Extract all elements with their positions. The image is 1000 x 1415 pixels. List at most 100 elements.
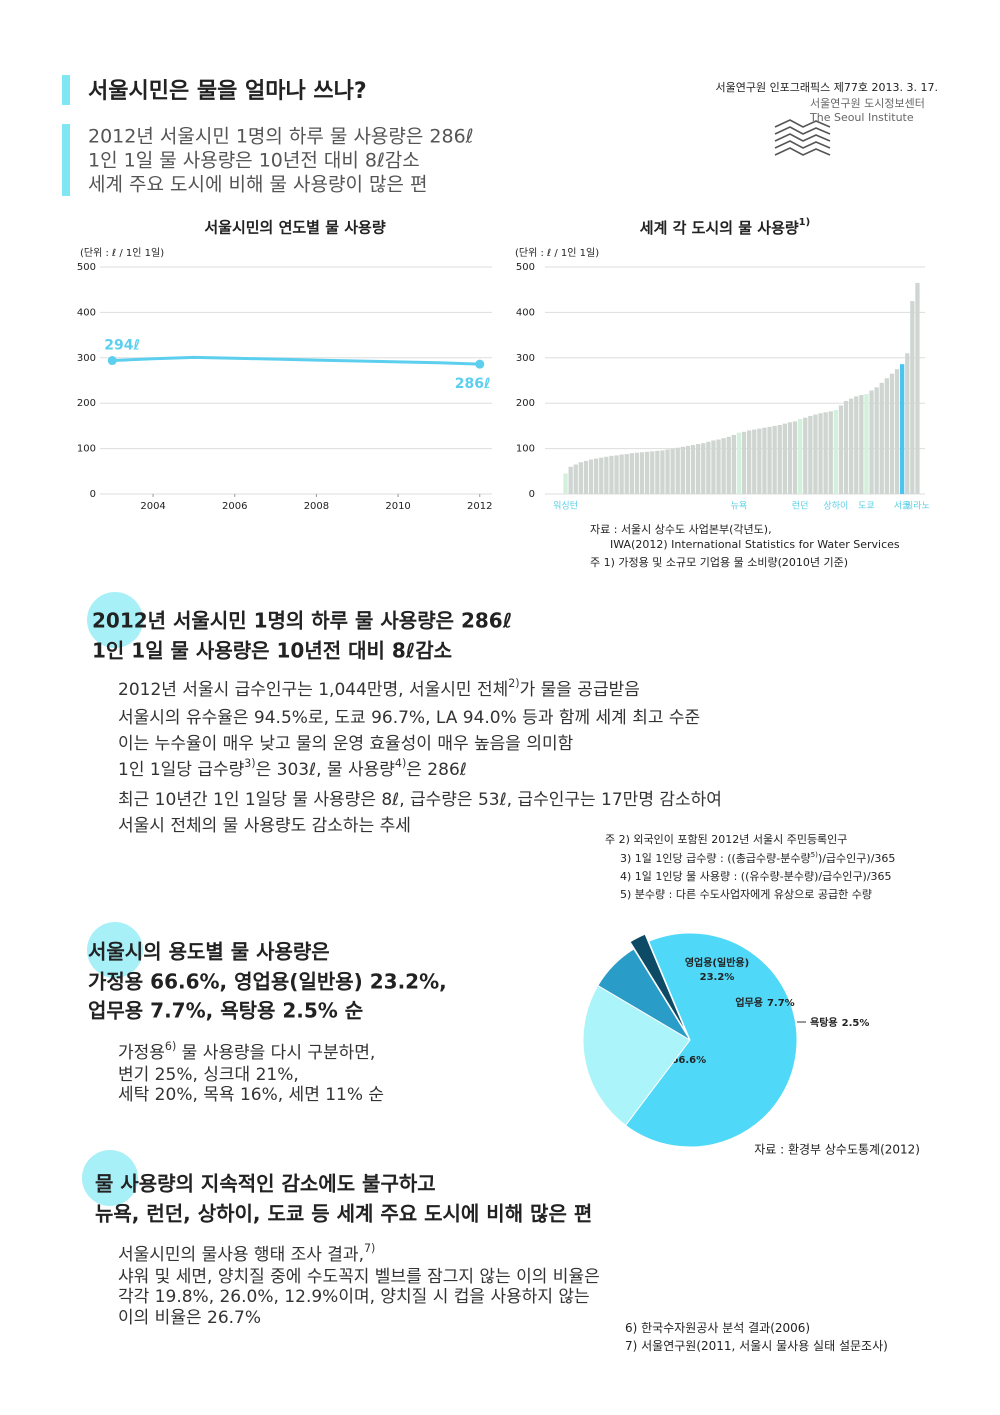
y-tick-label: 200: [77, 398, 96, 409]
bar: [696, 444, 701, 494]
bar: [665, 449, 670, 494]
bar: [741, 431, 747, 494]
superscript: 6): [165, 1040, 176, 1053]
body-line: 2012년 서울시 급수인구는 1,044만명, 서울시민 전체2)가 물을 공…: [118, 677, 640, 700]
note-line-part: 7) 서울연구원(2011, 서울시 물사용 실태 설문조사): [625, 1339, 888, 1353]
section-heading: 물 사용량의 지속적인 감소에도 불구하고: [95, 1172, 436, 1196]
y-tick-label: 300: [516, 353, 535, 364]
bar: [757, 428, 762, 494]
body-line: 이의 비율은 26.7%: [118, 1308, 261, 1328]
subtitle-accent: [62, 124, 70, 196]
bar: [900, 364, 905, 494]
x-tick-label: 런던: [792, 501, 809, 512]
data-point: [475, 359, 485, 369]
chart-title: 세계 각 도시의 물 사용량1): [640, 217, 810, 237]
body-line-part: 이는 누수율이 매우 낮고 물의 운영 효율성이 매우 높음을 의미함: [118, 734, 574, 754]
body-line-part: 1인 1일당 급수량: [118, 760, 245, 780]
body-line-part: 가 물을 공급받음: [520, 680, 640, 700]
note-line-part: 6) 한국수자원공사 분석 결과(2006): [625, 1321, 810, 1335]
bar: [573, 464, 578, 494]
bar: [879, 382, 884, 494]
y-tick-label: 400: [77, 307, 96, 318]
bar: [594, 458, 599, 494]
subtitle: 1인 1일 물 사용량은 10년전 대비 8ℓ감소: [88, 150, 420, 172]
y-tick-label: 100: [77, 444, 96, 455]
body-line: 서울시 전체의 물 사용량도 감소하는 추세: [118, 816, 411, 836]
pie-slice: [629, 933, 687, 1034]
y-tick-label: 100: [516, 444, 535, 455]
bar: [604, 456, 609, 494]
bar: [609, 455, 614, 494]
x-tick-label: 2006: [222, 501, 247, 512]
source: 자료 : 서울시 상수도 사업본부(각년도),: [590, 523, 772, 536]
pie-slice: [624, 932, 798, 1148]
bar: [660, 450, 665, 494]
x-tick-label: 밀라노: [905, 500, 930, 512]
bar: [884, 378, 889, 494]
section-heading: 서울시의 용도별 물 사용량은: [88, 940, 330, 964]
bar: [629, 453, 634, 494]
y-tick-label: 300: [77, 353, 96, 364]
body-line-part: 변기 25%, 싱크대 21%,: [118, 1065, 299, 1085]
bar: [798, 419, 803, 494]
source: IWA(2012) International Statistics for W…: [610, 538, 900, 551]
slice-value: 66.6%: [671, 1055, 706, 1066]
bar: [864, 394, 869, 494]
subtitle: 세계 주요 도시에 비해 물 사용량이 많은 편: [88, 174, 427, 196]
bar: [869, 390, 874, 494]
note-line-part: 3) 1일 1인당 급수량 : ((총급수량-분수량: [620, 851, 811, 865]
body-line: 서울시의 유수율은 94.5%로, 도쿄 96.7%, LA 94.0% 등과 …: [118, 708, 700, 728]
logo: [774, 119, 831, 156]
bar: [859, 395, 864, 494]
heading-accent: [82, 1150, 138, 1206]
slice-label: 욕탕용 2.5%: [810, 1016, 869, 1029]
bar: [813, 414, 818, 494]
bar: [767, 426, 772, 494]
body-line: 샤워 및 세면, 양치질 중에 수도꼭지 벨브를 잠그지 않는 이의 비율은: [118, 1267, 600, 1287]
bar: [747, 430, 752, 494]
body-line-part: 은 286ℓ: [406, 760, 467, 780]
y-tick-label: 500: [77, 262, 96, 273]
bar: [838, 405, 844, 494]
bar: [843, 400, 849, 494]
bar: [624, 454, 629, 494]
chart-title-text: 세계 각 도시의 물 사용량: [640, 219, 799, 237]
body-line-part: 서울시의 유수율은 94.5%로, 도쿄 96.7%, LA 94.0% 등과 …: [118, 708, 700, 728]
slice-value: 23.2%: [700, 972, 735, 983]
body-line-part: 각각 19.8%, 26.0%, 12.9%이며, 양치질 시 컵을 사용하지 …: [118, 1287, 590, 1307]
note-line: 7) 서울연구원(2011, 서울시 물사용 실태 설문조사): [625, 1339, 888, 1353]
note-line: 5) 분수량 : 다른 수도사업자에게 유상으로 공급한 수량: [620, 888, 872, 901]
body-line-part: 물 사용량을 다시 구분하면,: [176, 1043, 375, 1063]
body-line-part: 가정용: [118, 1043, 165, 1063]
heading-accent: [87, 592, 143, 648]
bar: [619, 454, 624, 494]
publisher-en: The Seoul Institute: [809, 111, 914, 124]
bar: [655, 450, 660, 494]
superscript: 3): [244, 757, 255, 770]
bar: [736, 432, 742, 494]
section-heading: 가정용 66.6%, 영업용(일반용) 23.2%,: [88, 970, 447, 994]
publisher: 서울연구원 도시정보센터: [810, 97, 925, 110]
bar: [578, 462, 583, 494]
bar: [716, 439, 721, 494]
body-line-part: 서울시민의 물사용 행태 조사 결과,: [118, 1245, 364, 1265]
y-tick-label: 200: [516, 398, 535, 409]
section-heading: 업무용 7.7%, 욕탕용 2.5% 순: [88, 999, 363, 1023]
bar: [828, 411, 833, 494]
y-tick-label: 0: [529, 489, 535, 500]
y-tick-label: 500: [516, 262, 535, 273]
bar: [874, 387, 879, 494]
bar: [706, 441, 711, 494]
source: 자료 : 환경부 상수도통계(2012): [754, 1143, 920, 1157]
slice-value: 2.5%: [842, 1018, 870, 1029]
bar: [701, 443, 706, 494]
subtitle: 2012년 서울시민 1명의 하루 물 사용량은 286ℓ: [88, 126, 474, 148]
note-line-part: 5) 분수량 : 다른 수도사업자에게 유상으로 공급한 수량: [620, 888, 872, 901]
body-line: 각각 19.8%, 26.0%, 12.9%이며, 양치질 시 컵을 사용하지 …: [118, 1287, 590, 1307]
bar: [639, 452, 645, 494]
bar: [752, 429, 757, 494]
bar: [645, 451, 650, 494]
bar: [889, 373, 895, 494]
note-line: 3) 1일 1인당 급수량 : ((총급수량-분수량5))/급수인구)/365: [620, 850, 895, 865]
